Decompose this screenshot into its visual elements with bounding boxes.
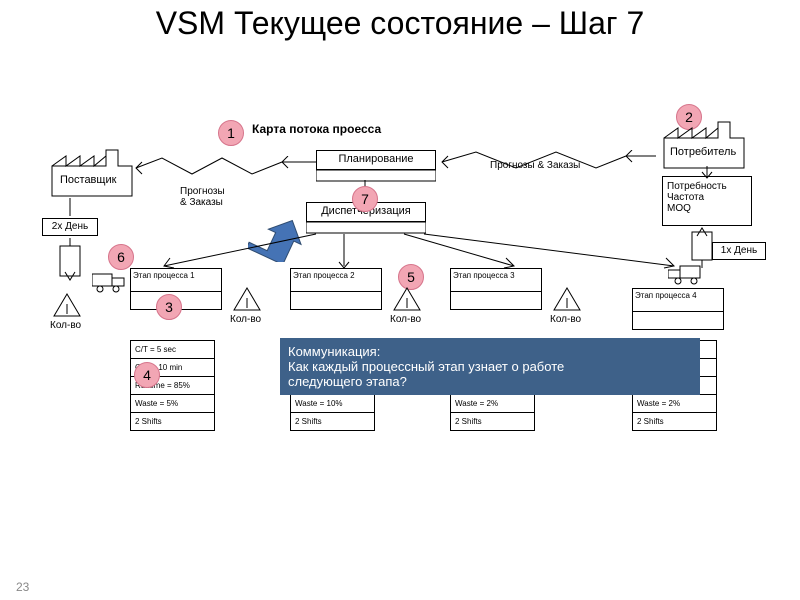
p1-r3: Waste = 5% — [131, 395, 215, 413]
map-label: Карта потока проесса — [252, 122, 381, 136]
p4-r4: 2 Shifts — [633, 413, 717, 431]
p1-r0: C/T = 5 sec — [131, 341, 215, 359]
step-circle-4: 4 — [134, 362, 160, 388]
qty-label-2: Кол-во — [390, 314, 421, 325]
qty-triangle-1 — [232, 286, 262, 312]
arrow-consumer-need — [700, 166, 714, 182]
supplier-label: Поставщик — [60, 174, 116, 186]
deliv-left-arrow — [58, 196, 84, 286]
planning-box: Планирование — [316, 150, 436, 170]
consumer-factory-icon — [662, 118, 746, 170]
step-circle-7: 7 — [352, 186, 378, 212]
p3-r3: Waste = 2% — [451, 395, 535, 413]
planning-under — [316, 170, 436, 182]
dispatch-arrow-2 — [336, 232, 356, 272]
dispatch-arrow-1 — [160, 232, 320, 272]
step-circle-1: 1 — [218, 120, 244, 146]
page-number: 23 — [16, 580, 29, 594]
info-arrow-left — [132, 156, 320, 180]
dispatch-arrow-4 — [420, 232, 680, 272]
forecast-left: Прогнозы & Заказы — [180, 186, 225, 208]
truck-right-icon — [668, 264, 704, 291]
qty-label-3: Кол-во — [550, 314, 581, 325]
qty-label-0: Кол-во — [50, 320, 81, 331]
qty-triangle-3 — [552, 286, 582, 312]
consumer-label: Потребитель — [670, 146, 736, 158]
qty-triangle-2 — [392, 286, 422, 312]
page-title: VSM Текущее состояние – Шаг 7 — [0, 6, 800, 41]
step-circle-3: 3 — [156, 294, 182, 320]
qty-label-1: Кол-во — [230, 314, 261, 325]
p1-r4: 2 Shifts — [131, 413, 215, 431]
p2-r3: Waste = 10% — [291, 395, 375, 413]
deliv-right-box: 1x День — [712, 242, 766, 260]
need-box: Потребность Частота MOQ — [662, 176, 752, 226]
qty-triangle-0 — [52, 292, 82, 318]
p2-r4: 2 Shifts — [291, 413, 375, 431]
callout-box: Коммуникация: Как каждый процессный этап… — [280, 338, 700, 395]
step-circle-6: 6 — [108, 244, 134, 270]
info-arrow-right — [436, 150, 660, 174]
process-1: Этап процесса 1 C/T = 5 sec C/O = 10 min… — [130, 268, 222, 431]
p4-r3: Waste = 2% — [633, 395, 717, 413]
truck-left-icon — [92, 272, 128, 299]
p3-r4: 2 Shifts — [451, 413, 535, 431]
supplier-factory-icon — [50, 146, 134, 198]
